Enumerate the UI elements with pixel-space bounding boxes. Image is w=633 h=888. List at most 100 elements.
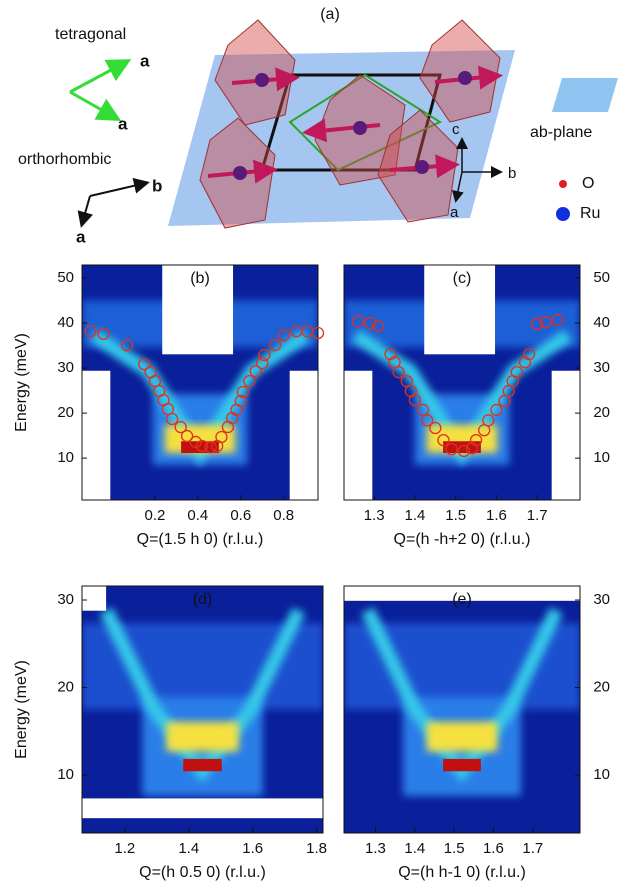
data-point	[445, 442, 458, 456]
data-point	[510, 365, 523, 379]
data-point	[236, 385, 250, 399]
x-tick-label: 1.3	[365, 840, 386, 857]
data-point	[490, 403, 503, 417]
y-tick-label: 10	[593, 766, 610, 783]
x-tick-label: 0.2	[145, 507, 166, 524]
panel-label: (a)	[320, 6, 340, 23]
x-tick-label: 1.6	[483, 840, 504, 857]
legend-text: orthorhombic	[18, 151, 111, 168]
intensity-map	[82, 586, 323, 833]
plot-frame	[343, 585, 581, 834]
intensity-layer	[82, 586, 323, 833]
axis-letter: a	[118, 114, 128, 133]
y-tick-label: 30	[57, 359, 74, 376]
intensity-map	[344, 265, 580, 500]
data-point	[429, 421, 442, 435]
data-point	[256, 356, 269, 370]
intensity-layer	[344, 265, 580, 500]
y-tick-label: 30	[593, 359, 610, 376]
data-point	[421, 414, 434, 427]
axis-letter: a	[140, 51, 150, 70]
x-tick-label: 1.6	[242, 840, 263, 857]
y-tick-label: 20	[593, 404, 610, 421]
data-point	[531, 317, 544, 331]
data-point	[457, 444, 470, 458]
plot-frame	[343, 264, 581, 501]
data-point	[351, 315, 365, 328]
intensity-peak	[443, 758, 481, 772]
data-point	[522, 347, 536, 361]
y-tick-label: 10	[593, 449, 610, 466]
data-point	[437, 433, 450, 447]
panel-label: (c)	[453, 270, 472, 287]
data-point	[539, 316, 552, 329]
x-tick-label: 1.5	[444, 840, 465, 857]
data-point	[311, 326, 325, 340]
x-tick-label: 1.8	[306, 840, 327, 857]
legend-text: O	[582, 175, 594, 192]
data-point	[195, 439, 209, 453]
y-tick-label: 30	[593, 591, 610, 608]
x-tick-label: 1.3	[364, 507, 385, 524]
axis-letter: c	[452, 121, 460, 138]
intensity-peak	[183, 758, 222, 772]
legend-text: tetragonal	[55, 26, 126, 43]
data-point	[268, 338, 282, 352]
intensity-layer	[82, 265, 318, 500]
y-tick-label: 30	[57, 591, 74, 608]
data-point	[551, 313, 564, 327]
legend-text: Ru	[580, 205, 600, 222]
x-tick-label: 0.4	[187, 507, 208, 524]
data-point	[234, 394, 247, 408]
data-point	[97, 327, 110, 341]
data-point	[372, 320, 385, 333]
y-tick-label: 20	[57, 404, 74, 421]
data-point	[392, 365, 405, 379]
data-point	[416, 403, 430, 417]
x-tick-label: 1.7	[522, 840, 543, 857]
intensity-peak	[181, 441, 219, 453]
data-point	[249, 365, 262, 378]
intensity-layer	[344, 586, 580, 833]
no-data	[289, 370, 318, 500]
x-axis-label: Q=(h 0.5 0) (r.l.u.)	[139, 864, 266, 881]
y-tick-label: 10	[57, 449, 74, 466]
data-point	[189, 435, 202, 449]
intensity-peak	[426, 721, 498, 752]
no-data	[551, 370, 580, 500]
y-axis-label: Energy (meV)	[13, 660, 30, 759]
data-point	[138, 357, 151, 371]
x-axis-label: Q=(h h-1 0) (r.l.u.)	[398, 864, 526, 881]
no-data	[344, 370, 373, 500]
no-data	[82, 370, 111, 500]
intensity-peak	[166, 721, 239, 752]
x-tick-label: 1.7	[527, 507, 548, 524]
axis-letter: a	[76, 227, 86, 246]
panel-label: (e)	[452, 591, 472, 608]
y-tick-label: 40	[57, 314, 74, 331]
no-data	[82, 798, 323, 819]
data-point	[518, 356, 532, 369]
axis-letter: a	[450, 204, 459, 221]
y-tick-label: 50	[593, 269, 610, 286]
y-tick-label: 20	[593, 679, 610, 696]
x-tick-label: 1.4	[178, 840, 199, 857]
data-point	[482, 414, 495, 427]
x-tick-label: 1.4	[404, 840, 425, 857]
intensity-map	[82, 265, 318, 500]
crystal-diagram	[69, 19, 618, 229]
y-tick-label: 20	[57, 679, 74, 696]
axis-letter: b	[152, 176, 162, 195]
data-point	[215, 430, 228, 444]
intensity-map	[344, 586, 580, 833]
data-point	[408, 393, 422, 407]
axis-letter: b	[508, 165, 516, 182]
data-point	[120, 338, 134, 352]
plot-frame	[81, 585, 324, 834]
data-point	[363, 316, 377, 330]
no-data	[424, 265, 496, 355]
x-tick-label: 1.6	[486, 507, 507, 524]
x-tick-label: 0.8	[273, 507, 294, 524]
x-tick-label: 0.6	[230, 507, 251, 524]
plot-frame	[81, 264, 319, 501]
